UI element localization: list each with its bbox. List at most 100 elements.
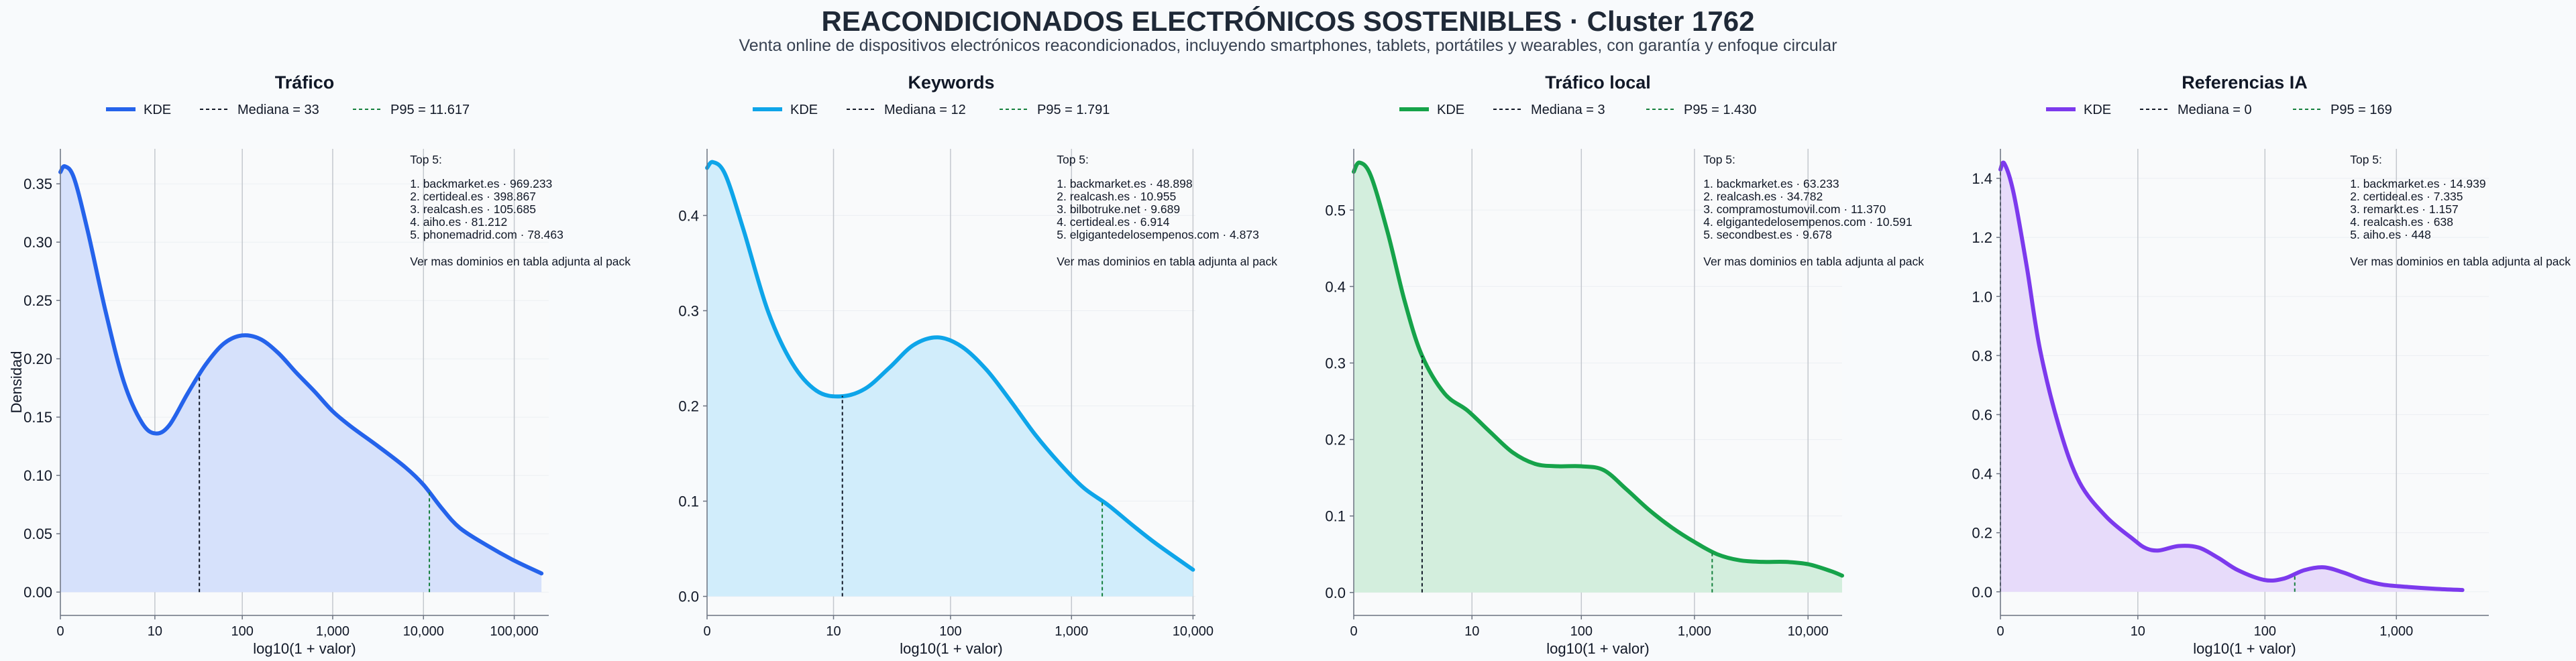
kde-area (707, 162, 1193, 597)
chart-title: Keywords (908, 72, 994, 93)
top5-item: 4. realcash.es · 638 (2350, 215, 2453, 229)
top5-item: 2. realcash.es · 34.782 (1703, 190, 1823, 203)
x-tick-label: 100,000 (490, 624, 538, 639)
top5-item: 2. certideal.es · 398.867 (410, 190, 536, 203)
top5-item: 1. backmarket.es · 48.898 (1057, 177, 1192, 190)
kde-line (705, 160, 1195, 572)
chart-legend: KDE Mediana = 3 P95 = 1.430 (1399, 103, 1756, 117)
legend-p95-label: P95 = 1.791 (1037, 103, 1110, 117)
top5-item: 4. certideal.es · 6.914 (1057, 215, 1170, 229)
legend-p95-label: P95 = 169 (2330, 103, 2392, 117)
x-tick-label: 100 (1570, 624, 1593, 639)
y-tick-label: 0.5 (1325, 202, 1346, 219)
x-axis-label: log10(1 + valor) (2193, 640, 2296, 657)
top5-title: Top 5: (1057, 153, 1089, 166)
y-tick-label: 1.0 (1972, 288, 1992, 305)
x-tick-label: 0 (1996, 624, 2004, 639)
x-tick-label: 10,000 (1173, 624, 1214, 639)
y-tick-label: 0.15 (23, 409, 52, 426)
y-tick-label: 0.6 (1972, 406, 1992, 423)
legend-median-label: Mediana = 0 (2178, 103, 2252, 117)
y-tick-label: 0.0 (1325, 585, 1346, 601)
chart-panel-2: Tráfico local KDE Mediana = 3 P95 = 1.430 0.… (1325, 72, 1924, 657)
top5-item: 5. aiho.es · 448 (2350, 228, 2431, 241)
legend-kde-label: KDE (790, 103, 818, 117)
chart-panel-3: Referencias IA KDE Mediana = 0 P95 = 169 0.0… (1972, 72, 2571, 657)
legend-median-label: Mediana = 3 (1531, 103, 1605, 117)
x-tick-label: 100 (231, 624, 253, 639)
x-tick-label: 1,000 (1678, 624, 1711, 639)
x-tick-label: 1,000 (316, 624, 350, 639)
y-tick-label: 0.4 (1325, 278, 1346, 295)
top5-item: 1. backmarket.es · 14.939 (2350, 177, 2485, 190)
x-tick-label: 1,000 (1055, 624, 1088, 639)
top5-title: Top 5: (1703, 153, 1735, 166)
y-tick-label: 0.3 (678, 302, 699, 319)
y-tick-label: 0.4 (678, 207, 699, 224)
x-tick-label: 1,000 (2379, 624, 2413, 639)
y-tick-label: 0.20 (23, 351, 52, 367)
x-tick-label: 100 (2254, 624, 2276, 639)
y-tick-label: 0.2 (678, 398, 699, 415)
legend-kde-label: KDE (1437, 103, 1464, 117)
legend-kde-label: KDE (2084, 103, 2111, 117)
y-tick-label: 0.1 (1325, 508, 1346, 525)
kde-area (1354, 162, 1842, 593)
top5-item: 4. elgigantedelosempenos.com · 10.591 (1703, 215, 1912, 229)
top5-item: 3. bilbotruke.net · 9.689 (1057, 202, 1180, 216)
chart-title: Tráfico (275, 72, 335, 93)
legend-p95-label: P95 = 1.430 (1684, 103, 1756, 117)
chart-legend: KDE Mediana = 0 P95 = 169 (2046, 103, 2392, 117)
y-tick-label: 0.2 (1972, 525, 1992, 542)
y-tick-label: 0.30 (23, 234, 52, 251)
legend-median-label: Mediana = 33 (237, 103, 319, 117)
chart-title: Referencias IA (2182, 72, 2308, 93)
top5-item: 4. aiho.es · 81.212 (410, 215, 507, 229)
top5-note: Ver mas dominios en tabla adjunta al pac… (2350, 255, 2571, 268)
y-tick-label: 0.25 (23, 292, 52, 309)
chart-legend: KDE Mediana = 33 P95 = 11.617 (106, 103, 470, 117)
x-tick-label: 10 (148, 624, 162, 639)
y-tick-label: 0.3 (1325, 355, 1346, 371)
y-tick-label: 0.2 (1325, 432, 1346, 448)
top5-item: 3. realcash.es · 105.685 (410, 202, 536, 216)
top5-title: Top 5: (410, 153, 442, 166)
y-tick-label: 0.4 (1972, 466, 1992, 483)
top5-item: 5. elgigantedelosempenos.com · 4.873 (1057, 228, 1259, 241)
top5-item: 5. phonemadrid.com · 78.463 (410, 228, 564, 241)
page-subtitle: Venta online de dispositivos electrónico… (739, 36, 1837, 55)
legend-median-label: Mediana = 12 (884, 103, 966, 117)
top5-item: 5. secondbest.es · 9.678 (1703, 228, 1832, 241)
y-tick-label: 0.1 (678, 493, 699, 510)
y-tick-label: 0.35 (23, 176, 52, 192)
y-tick-label: 1.4 (1972, 170, 1992, 187)
y-tick-label: 0.00 (23, 584, 52, 601)
y-tick-label: 0.0 (1972, 584, 1992, 601)
kde-line (1998, 160, 2465, 593)
page-title: REACONDICIONADOS ELECTRÓNICOS SOSTENIBLE… (821, 5, 1755, 37)
kde-line (58, 164, 544, 576)
top5-item: 1. backmarket.es · 63.233 (1703, 177, 1839, 190)
x-tick-label: 0 (703, 624, 710, 639)
top5-note: Ver mas dominios en tabla adjunta al pac… (1703, 255, 1924, 268)
chart-panel-0: Tráfico KDE Mediana = 33 P95 = 11.617 0.00 0.… (23, 72, 631, 657)
top5-item: 1. backmarket.es · 969.233 (410, 177, 552, 190)
x-tick-label: 10,000 (1788, 624, 1829, 639)
x-axis-label: log10(1 + valor) (253, 640, 356, 657)
top5-title: Top 5: (2350, 153, 2382, 166)
chart-panel-1: Keywords KDE Mediana = 12 P95 = 1.791 0.0 0.1… (678, 72, 1277, 657)
top5-item: 3. remarkt.es · 1.157 (2350, 202, 2458, 216)
legend-p95-label: P95 = 11.617 (390, 103, 470, 117)
top5-item: 2. certideal.es · 7.335 (2350, 190, 2463, 203)
y-tick-label: 0.10 (23, 467, 52, 484)
kde-area (2000, 162, 2463, 592)
x-tick-label: 10 (826, 624, 841, 639)
legend-kde-label: KDE (144, 103, 171, 117)
top5-note: Ver mas dominios en tabla adjunta al pac… (410, 255, 631, 268)
x-tick-label: 10 (2131, 624, 2145, 639)
y-tick-label: 0.05 (23, 526, 52, 542)
top5-item: 2. realcash.es · 10.955 (1057, 190, 1176, 203)
top5-item: 3. compramostumovil.com · 11.370 (1703, 202, 1886, 216)
y-tick-label: 0.0 (678, 589, 699, 605)
